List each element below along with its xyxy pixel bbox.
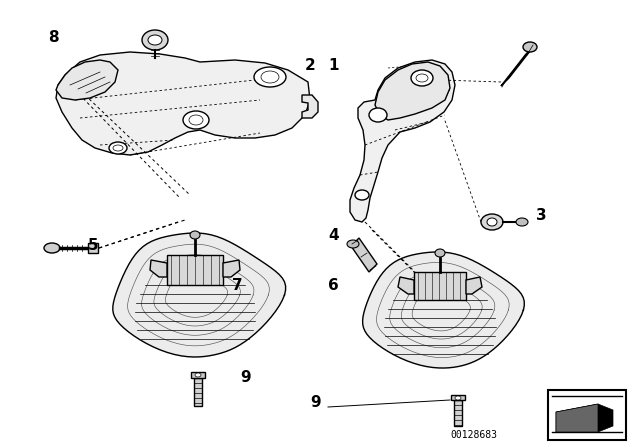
Ellipse shape — [523, 42, 537, 52]
Polygon shape — [501, 46, 534, 86]
Polygon shape — [454, 400, 462, 426]
Polygon shape — [363, 252, 524, 368]
Polygon shape — [350, 60, 455, 222]
Text: 9: 9 — [240, 370, 251, 385]
Polygon shape — [194, 378, 202, 406]
Ellipse shape — [516, 218, 528, 226]
Polygon shape — [375, 62, 450, 120]
Polygon shape — [548, 390, 626, 440]
Polygon shape — [302, 95, 318, 118]
Ellipse shape — [109, 142, 127, 154]
Ellipse shape — [369, 108, 387, 122]
Ellipse shape — [416, 74, 428, 82]
Polygon shape — [466, 277, 482, 294]
Polygon shape — [556, 404, 613, 432]
Polygon shape — [398, 277, 414, 294]
Text: 00128683: 00128683 — [450, 430, 497, 440]
Ellipse shape — [189, 115, 203, 125]
Polygon shape — [150, 260, 167, 277]
Text: 5: 5 — [88, 238, 99, 253]
Polygon shape — [556, 404, 598, 432]
Ellipse shape — [195, 373, 201, 377]
Ellipse shape — [113, 145, 123, 151]
Ellipse shape — [411, 70, 433, 86]
Text: 4: 4 — [328, 228, 339, 243]
Ellipse shape — [142, 30, 168, 50]
Polygon shape — [451, 395, 465, 400]
Polygon shape — [56, 60, 118, 100]
Polygon shape — [167, 255, 223, 285]
Polygon shape — [88, 243, 98, 253]
Ellipse shape — [347, 240, 359, 248]
Ellipse shape — [355, 190, 369, 200]
Ellipse shape — [148, 35, 162, 45]
Ellipse shape — [261, 71, 279, 83]
Ellipse shape — [481, 214, 503, 230]
Ellipse shape — [190, 231, 200, 239]
Polygon shape — [351, 238, 377, 272]
Ellipse shape — [254, 67, 286, 87]
Ellipse shape — [487, 218, 497, 226]
Ellipse shape — [183, 111, 209, 129]
Polygon shape — [56, 52, 310, 155]
Text: 7: 7 — [232, 278, 243, 293]
Text: 1: 1 — [328, 58, 339, 73]
Polygon shape — [191, 372, 205, 378]
Text: 3: 3 — [536, 208, 547, 223]
Polygon shape — [414, 272, 466, 300]
Text: 6: 6 — [328, 278, 339, 293]
Text: 8: 8 — [48, 30, 59, 45]
Ellipse shape — [44, 243, 60, 253]
Polygon shape — [113, 233, 285, 357]
Text: 9: 9 — [310, 395, 321, 410]
Ellipse shape — [455, 396, 461, 400]
Text: 2: 2 — [305, 58, 316, 73]
Ellipse shape — [435, 249, 445, 257]
Polygon shape — [223, 260, 240, 277]
